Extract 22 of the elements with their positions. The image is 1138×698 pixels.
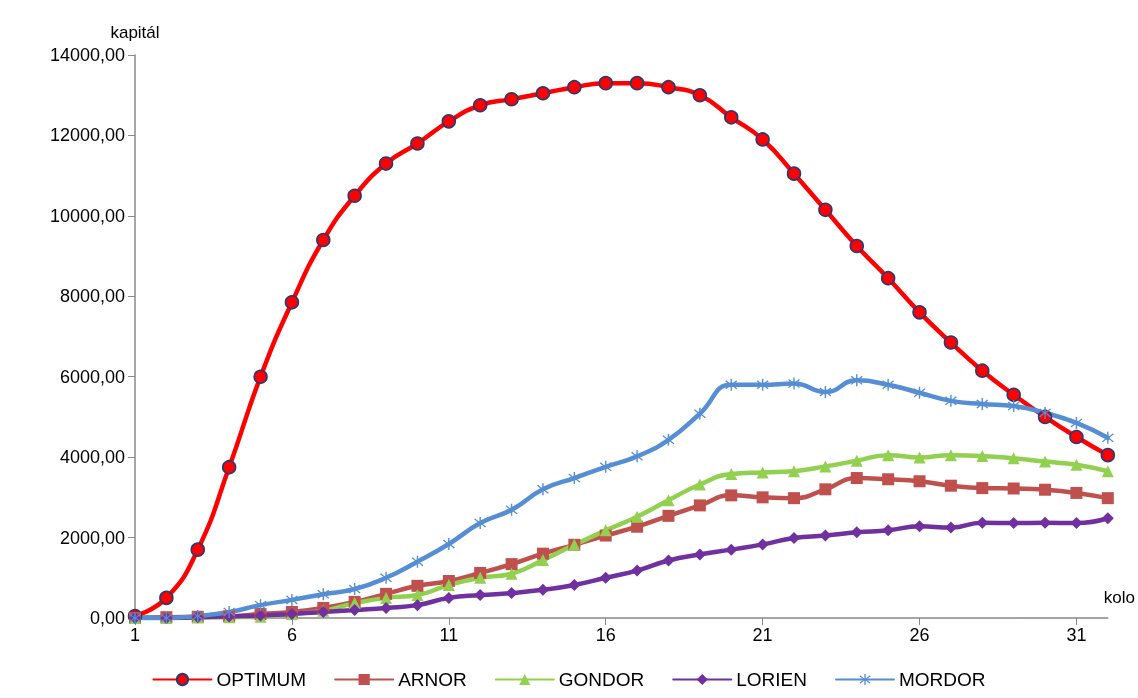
y-tick-label: 10000,00: [49, 205, 125, 226]
legend-label: OPTIMUM: [216, 669, 307, 690]
y-tick-label: 2000,00: [59, 527, 125, 548]
x-tick-label: 11: [439, 625, 459, 645]
y-tick-label: 12000,00: [49, 125, 125, 146]
x-tick-label: 16: [595, 625, 616, 645]
y-tick-label: 4000,00: [59, 447, 125, 468]
legend-label: GONDOR: [558, 669, 645, 690]
x-tick-label: 21: [752, 625, 773, 645]
legend-label: LORIEN: [736, 669, 808, 690]
x-axis-title: kolo: [1103, 588, 1135, 607]
x-tick-label: 31: [1066, 625, 1087, 645]
y-tick-label: 8000,00: [59, 286, 125, 307]
y-axis-title: kapitál: [110, 23, 160, 42]
y-tick-label: 14000,00: [49, 45, 125, 65]
x-tick-label: 6: [286, 625, 297, 645]
legend-label: ARNOR: [398, 669, 467, 690]
legend-label: MORDOR: [899, 669, 986, 690]
x-tick-label: 1: [129, 625, 141, 645]
y-tick-label: 0,00: [89, 608, 125, 628]
y-tick-label: 6000,00: [59, 366, 125, 387]
x-tick-label: 26: [909, 625, 930, 645]
